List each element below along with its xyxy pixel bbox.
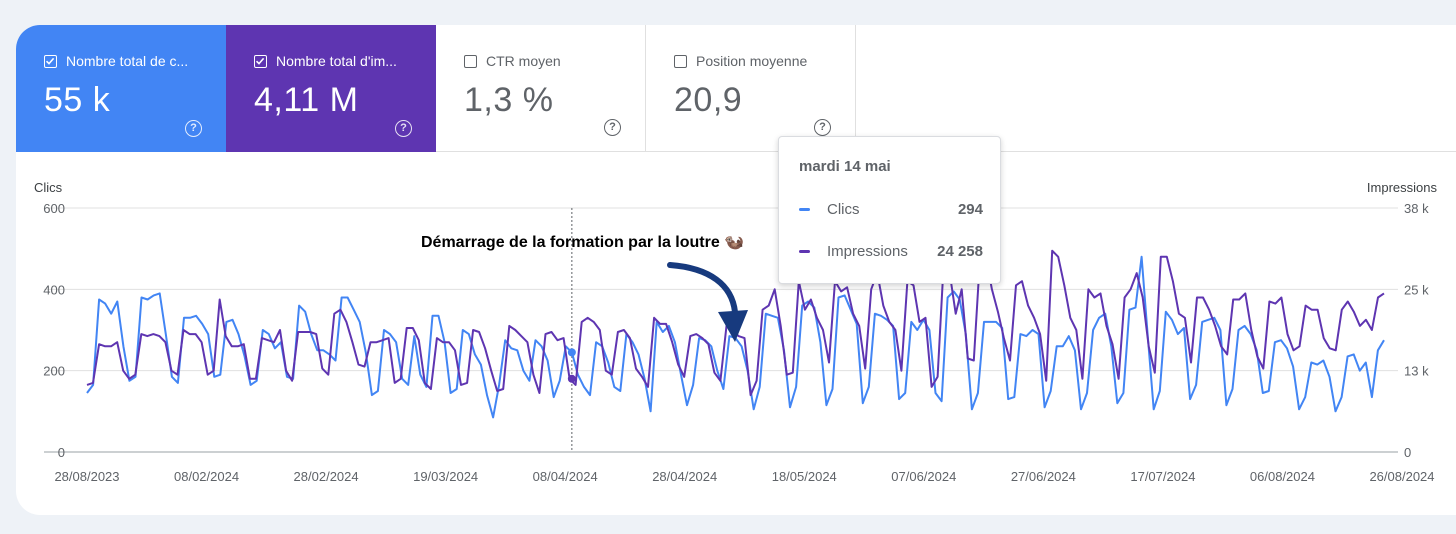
x-axis-ticks: 28/08/2023 08/02/2024 28/02/2024 19/03/2024… (54, 469, 1434, 484)
x-tick-label: 28/04/2024 (652, 469, 717, 484)
checkbox-unchecked-icon[interactable] (464, 54, 477, 68)
divider (856, 151, 1456, 152)
checkbox-unchecked-icon[interactable] (674, 54, 687, 68)
help-icon[interactable]: ? (185, 120, 202, 137)
tooltip-row-impressions: Impressions 24 258 (799, 242, 983, 262)
performance-card: Nombre total de c... 55 k ? Nombre total… (16, 25, 1456, 515)
x-tick-label: 28/02/2024 (294, 469, 359, 484)
left-tick-label: 200 (43, 364, 65, 379)
checkbox-checked-icon[interactable] (44, 54, 57, 68)
tooltip-row-name: Impressions (827, 243, 908, 260)
metric-value: 1,3 % (464, 81, 554, 119)
annotation-arrow-icon (667, 262, 748, 342)
metric-average-position[interactable]: Position moyenne 20,9 ? (646, 25, 856, 152)
hover-point-clicks (567, 348, 576, 357)
help-icon[interactable]: ? (604, 119, 621, 136)
help-icon[interactable]: ? (814, 119, 831, 136)
metric-label: CTR moyen (486, 53, 561, 69)
metric-value: 20,9 (674, 81, 743, 119)
x-tick-label: 26/08/2024 (1369, 469, 1434, 484)
tooltip-row-clicks: Clics 294 (799, 200, 983, 220)
tooltip-row-value: 294 (957, 201, 983, 218)
right-tick-label: 13 k (1404, 364, 1429, 379)
legend-swatch (799, 250, 810, 253)
metric-label: Nombre total d'im... (276, 53, 397, 69)
right-axis-title: Impressions (1367, 180, 1438, 195)
left-tick-label: 400 (43, 282, 65, 297)
right-tick-label: 38 k (1404, 201, 1429, 216)
help-icon[interactable]: ? (395, 120, 412, 137)
annotation-text: Démarrage de la formation par la loutre … (421, 234, 745, 251)
tooltip-date: mardi 14 mai (799, 158, 891, 175)
metrics-bar: Nombre total de c... 55 k ? Nombre total… (16, 25, 1456, 152)
metric-total-impressions[interactable]: Nombre total d'im... 4,11 M ? (226, 25, 436, 152)
left-axis-title: Clics (34, 180, 63, 195)
metric-average-ctr[interactable]: CTR moyen 1,3 % ? (436, 25, 646, 152)
chart-tooltip: mardi 14 mai Clics 294 Impressions 24 25… (778, 136, 1001, 284)
hover-point-impressions (567, 374, 576, 383)
x-tick-label: 27/06/2024 (1011, 469, 1076, 484)
x-tick-label: 08/04/2024 (533, 469, 598, 484)
left-tick-label: 0 (58, 445, 65, 460)
right-axis-ticks: 0 13 k 25 k 38 k (1404, 201, 1429, 460)
metric-value: 4,11 M (254, 81, 359, 119)
metric-label: Nombre total de c... (66, 53, 189, 69)
x-tick-label: 07/06/2024 (891, 469, 956, 484)
tooltip-row-name: Clics (827, 201, 860, 218)
x-tick-label: 08/02/2024 (174, 469, 239, 484)
metric-total-clicks[interactable]: Nombre total de c... 55 k ? (16, 25, 226, 152)
left-axis-ticks: 0 200 400 600 (43, 201, 65, 460)
x-tick-label: 18/05/2024 (772, 469, 837, 484)
left-tick-label: 600 (43, 201, 65, 216)
metric-label: Position moyenne (696, 53, 808, 69)
checkbox-checked-icon[interactable] (254, 54, 267, 68)
metric-value: 55 k (44, 81, 111, 119)
legend-swatch (799, 208, 810, 211)
right-tick-label: 0 (1404, 445, 1411, 460)
tooltip-row-value: 24 258 (937, 243, 983, 260)
x-tick-label: 17/07/2024 (1130, 469, 1195, 484)
x-tick-label: 06/08/2024 (1250, 469, 1315, 484)
right-tick-label: 25 k (1404, 282, 1429, 297)
x-tick-label: 19/03/2024 (413, 469, 478, 484)
x-tick-label: 28/08/2023 (54, 469, 119, 484)
